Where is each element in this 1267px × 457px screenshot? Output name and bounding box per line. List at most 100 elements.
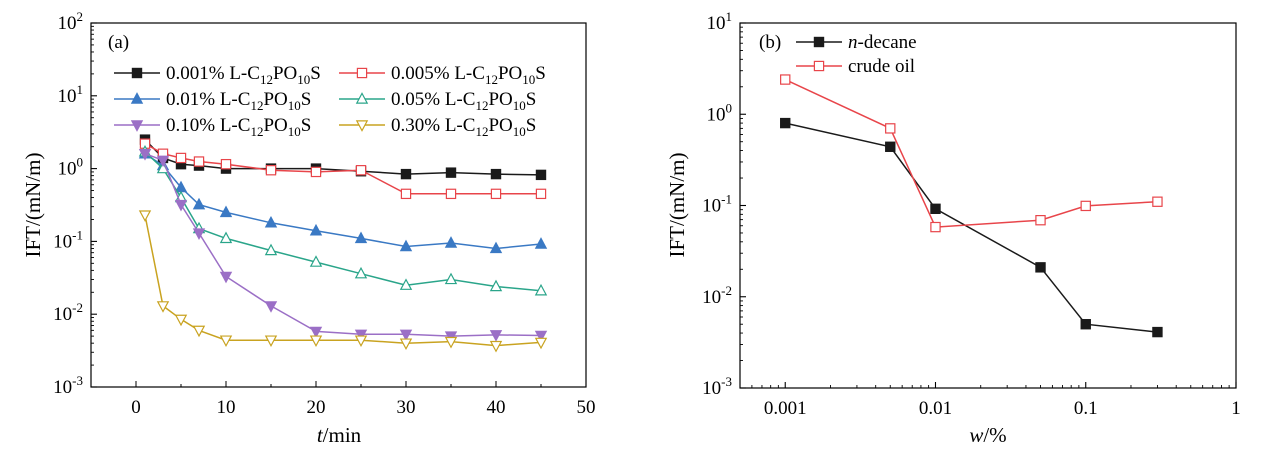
data-point (264, 335, 278, 348)
series-1 (780, 117, 1163, 338)
data-point (489, 340, 503, 353)
data-point (219, 205, 233, 218)
legend-swatch-marker (813, 36, 825, 48)
legend-label: 0.01% L-C12PO10S (166, 89, 311, 113)
data-point (355, 165, 367, 176)
data-point (445, 167, 457, 178)
series-2 (780, 74, 1163, 233)
chart-panel-a: 10-3 10-2 10-1 100 101 102 0 10 20 30 40 50 (a) 0.… (21, 9, 596, 447)
x-tick-labels-b: 0.001 0.01 0.1 1 (764, 398, 1241, 419)
data-point (885, 123, 896, 134)
x-tick-label: 1 (1231, 398, 1241, 419)
data-point (400, 168, 412, 180)
panel-tag-b: (b) (759, 32, 781, 53)
y-tick-labels-b: 10-3 10-2 10-1 100 101 (702, 9, 732, 399)
data-point (138, 210, 152, 222)
y-tick-label: 10-1 (53, 227, 83, 252)
legend-label: 0.001% L-C12PO10S (166, 63, 321, 87)
legend-label: 0.005% L-C12PO10S (391, 63, 546, 87)
data-point (264, 215, 278, 228)
data-point (265, 165, 277, 176)
legend-b: n-decane crude oil (796, 32, 917, 77)
y-tick-label: 101 (58, 82, 84, 107)
data-point (354, 266, 368, 279)
data-point (219, 271, 233, 284)
chart-panel-b: 10-3 10-2 10-1 100 101 0.001 0.01 0.1 1 (b) n-d… (665, 9, 1241, 447)
data-point (534, 337, 548, 350)
data-point (444, 236, 458, 248)
x-tick-label: 0.01 (919, 398, 952, 419)
data-point (309, 326, 323, 339)
series-group-b (780, 74, 1163, 338)
data-point (444, 272, 458, 285)
data-point (264, 243, 278, 256)
data-point (930, 221, 941, 233)
data-point (219, 231, 233, 244)
y-tick-label: 10-3 (53, 373, 83, 398)
legend-label: 0.30% L-C12PO10S (391, 115, 536, 139)
data-point (175, 152, 187, 164)
panel-tag-a: (a) (108, 32, 129, 53)
legend-item: 0.01% L-C12PO10S (114, 89, 311, 113)
y-tick-label: 100 (58, 155, 84, 180)
data-point (1152, 326, 1163, 338)
series-line (144, 143, 541, 195)
x-tick-label: 30 (397, 397, 416, 418)
y-tick-labels-a: 10-3 10-2 10-1 100 101 102 (53, 9, 83, 398)
data-point (192, 197, 206, 210)
x-axis-label-a: t/min (317, 423, 362, 447)
legend-label: 0.10% L-C12PO10S (166, 115, 311, 139)
legend-label: 0.05% L-C12PO10S (391, 89, 536, 113)
data-point (399, 278, 413, 290)
series-4 (138, 144, 548, 296)
legend-item: n-decane (796, 32, 917, 53)
x-axis-label-b: w/% (969, 423, 1006, 447)
data-point (400, 188, 412, 200)
series-line (785, 122, 1158, 333)
legend-swatch-marker (130, 120, 144, 132)
y-tick-label: 100 (707, 100, 733, 125)
data-point (192, 228, 206, 240)
data-point (489, 330, 503, 342)
x-tick-labels-a: 0 10 20 30 40 50 (131, 397, 595, 418)
data-point (1080, 200, 1091, 212)
y-tick-label: 10-2 (53, 300, 83, 325)
legend-swatch-marker (355, 120, 369, 132)
y-axis-label-a: IFT/(mN/m) (21, 153, 45, 258)
x-tick-label: 10 (217, 397, 236, 418)
data-point (489, 279, 503, 292)
series-2 (139, 138, 547, 200)
data-point (264, 301, 278, 313)
data-point (1080, 319, 1091, 330)
data-point (156, 155, 170, 168)
data-point (399, 239, 413, 252)
data-point (534, 283, 548, 296)
data-point (310, 166, 322, 178)
data-point (444, 331, 458, 343)
data-point (1035, 215, 1046, 226)
x-tick-label: 0.001 (764, 398, 807, 419)
series-line (144, 153, 542, 250)
plot-frame-a (90, 22, 587, 388)
x-tick-label: 40 (487, 397, 506, 418)
data-point (354, 335, 368, 348)
legend-item: 0.30% L-C12PO10S (339, 115, 536, 139)
data-point (780, 74, 791, 85)
legend-swatch-marker (813, 60, 825, 72)
y-axis-label-b: IFT/(mN/m) (665, 153, 689, 258)
series-5 (138, 149, 548, 343)
y-tick-label: 102 (58, 9, 84, 34)
data-point (309, 335, 323, 348)
data-point (535, 169, 547, 181)
legend-item: 0.05% L-C12PO10S (339, 89, 536, 113)
data-point (930, 203, 941, 215)
legend-a: 0.001% L-C12PO10S 0.005% L-C12PO10S 0.01% … (114, 63, 546, 139)
y-tick-label: 10-2 (702, 283, 732, 308)
y-tick-label: 10-3 (702, 374, 732, 399)
legend-label: crude oil (848, 56, 915, 77)
legend-swatch-marker (130, 92, 144, 104)
data-point (399, 338, 413, 351)
data-point (1035, 262, 1046, 273)
data-point (1152, 196, 1163, 207)
